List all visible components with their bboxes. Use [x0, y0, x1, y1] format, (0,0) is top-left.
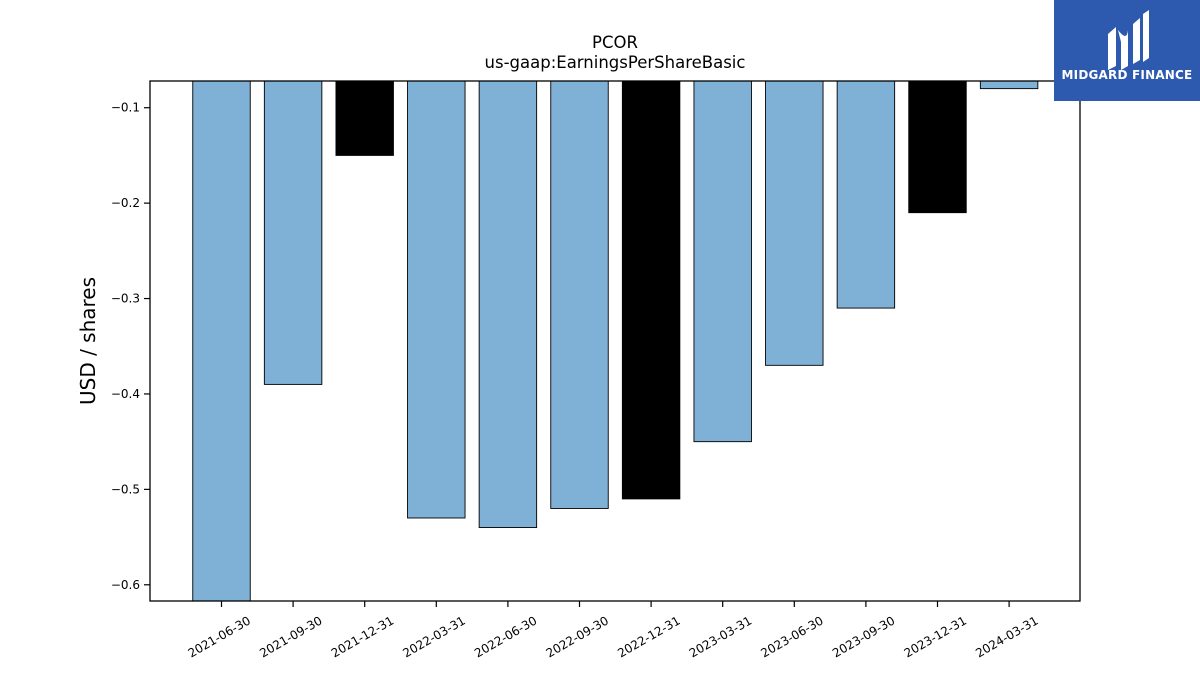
x-tick-label: 2023-09-30: [830, 613, 897, 660]
bar-2022-09-30: [550, 80, 609, 509]
bars-group: [192, 80, 1039, 602]
bar-2021-12-31: [335, 80, 394, 156]
x-tick-label: 2022-09-30: [544, 613, 611, 660]
y-axis-label: USD / shares: [76, 277, 100, 405]
chart-subtitle: us-gaap:EarningsPerShareBasic: [485, 53, 746, 72]
brand-logo: MIDGARD FINANCE: [1054, 0, 1200, 101]
chart-title: PCOR: [592, 33, 638, 52]
x-tick-label: 2023-06-30: [758, 613, 825, 660]
bar-2024-03-31: [979, 80, 1039, 90]
y-tick-label: −0.6: [111, 578, 140, 592]
x-tick-label: 2021-06-30: [186, 613, 253, 660]
y-tick-label: −0.4: [111, 387, 140, 401]
bar-2022-03-31: [407, 80, 466, 519]
y-tick-label: −0.1: [111, 101, 140, 115]
bar-2021-09-30: [263, 80, 323, 385]
x-tick-label: 2024-03-31: [973, 613, 1040, 660]
brand-name: MIDGARD FINANCE: [1061, 68, 1193, 82]
y-tick-label: −0.2: [111, 196, 140, 210]
plot-frame: [149, 80, 1081, 602]
x-tick-label: 2022-03-31: [400, 613, 467, 660]
bar-2023-03-31: [693, 80, 752, 443]
y-tick-label: −0.3: [111, 292, 140, 306]
bar-2022-12-31: [621, 80, 681, 500]
x-tick-label: 2022-12-31: [615, 613, 682, 660]
x-tick-label: 2021-09-30: [257, 613, 324, 660]
x-tick-label: 2023-12-31: [902, 613, 969, 660]
y-axis: −0.1 −0.2 −0.3 −0.4 −0.5 −0.6: [111, 101, 150, 592]
bar-2022-06-30: [478, 80, 538, 528]
y-tick-label: −0.5: [111, 482, 140, 496]
midgard-logo-icon: [1108, 10, 1149, 70]
x-tick-label: 2023-03-31: [687, 613, 754, 660]
bar-2023-09-30: [836, 80, 896, 309]
x-tick-label: 2021-12-31: [329, 613, 396, 660]
bar-2023-06-30: [765, 80, 824, 366]
x-tick-label: 2022-06-30: [472, 613, 539, 660]
bar-2021-06-30: [192, 80, 251, 602]
bar-2023-12-31: [908, 80, 967, 214]
x-axis: 2021-06-30 2021-09-30 2021-12-31 2022-03-31…: [186, 601, 1041, 660]
